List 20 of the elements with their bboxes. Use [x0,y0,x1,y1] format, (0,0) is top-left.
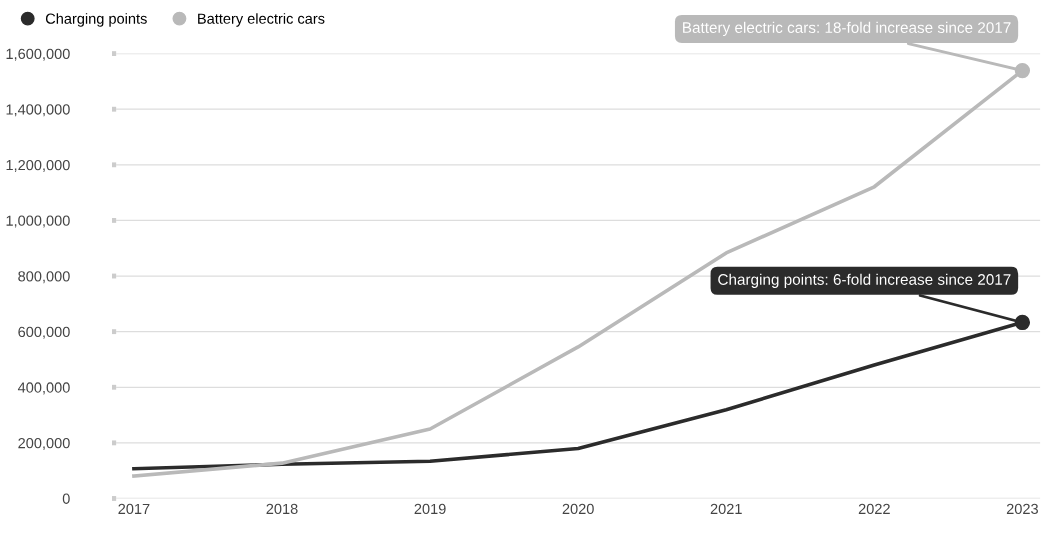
x-tick-label: 2020 [562,503,594,515]
legend-label: Charging points [45,13,147,27]
x-tick-label: 2023 [1006,503,1038,515]
y-tick-label: 1,400,000 [6,104,70,117]
annotation: Battery electric cars: 18-fold increase since 2017 [683,21,1011,37]
x-tick-label: 2022 [858,503,890,515]
y-tick-label: 1,600,000 [6,48,70,61]
y-tick-label: 1,000,000 [6,215,70,228]
x-tick-label: 2017 [118,503,150,515]
y-tick-label: 800,000 [18,271,70,284]
y-tick-label: 200,000 [18,437,70,451]
x-tick-label: 2018 [266,503,298,515]
y-tick-label: 1,200,000 [6,159,70,172]
y-tick-label: 0 [62,493,70,504]
legend-label: Battery electric cars [198,13,325,27]
x-tick-label: 2019 [414,503,446,515]
y-tick-label: 400,000 [17,382,70,395]
y-tick-label: 600,000 [18,326,70,339]
x-tick-label: 2021 [710,503,742,515]
annotation: Charging points: 6-fold increase since 2017 [718,273,1011,288]
